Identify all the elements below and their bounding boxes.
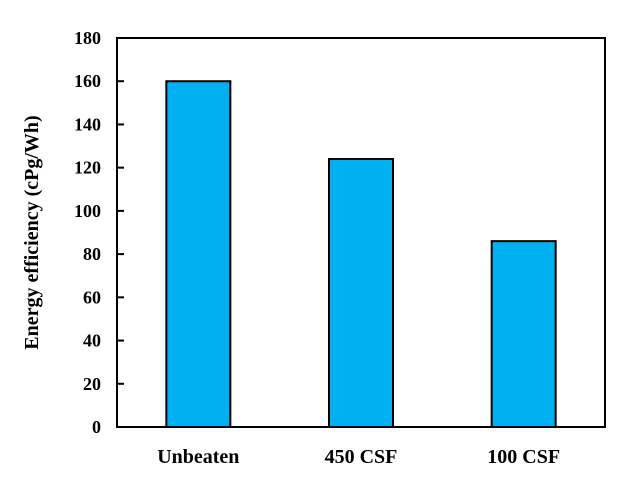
- y-axis-title: Energy efficiency (cPg/Wh): [21, 115, 43, 349]
- y-tick-label: 80: [83, 244, 101, 264]
- y-tick-label: 160: [74, 71, 101, 91]
- bar-100-csf: [490, 240, 557, 428]
- y-tick-label: 100: [74, 201, 101, 221]
- y-tick-label: 20: [83, 374, 101, 394]
- y-tick-label: 40: [83, 331, 101, 351]
- bar-unbeaten: [165, 80, 232, 428]
- y-tick-label: 120: [74, 158, 101, 178]
- plot-area-frame: [116, 37, 606, 428]
- y-tick-label: 60: [83, 287, 101, 307]
- y-tick-label: 180: [74, 28, 101, 48]
- category-label: 450 CSF: [325, 446, 398, 468]
- bar-450-csf: [328, 158, 394, 428]
- bars: [165, 80, 557, 428]
- y-tick-label: 140: [74, 114, 101, 134]
- category-label: Unbeaten: [157, 446, 239, 468]
- y-tick-label: 0: [92, 417, 101, 437]
- x-axis-category-labels: Unbeaten 450 CSF 100 CSF: [157, 446, 560, 468]
- y-axis-ticks: [117, 37, 124, 428]
- y-axis-tick-labels: 0 20 40 60 80 100 120 140 160 180: [74, 28, 101, 437]
- category-label: 100 CSF: [487, 446, 560, 468]
